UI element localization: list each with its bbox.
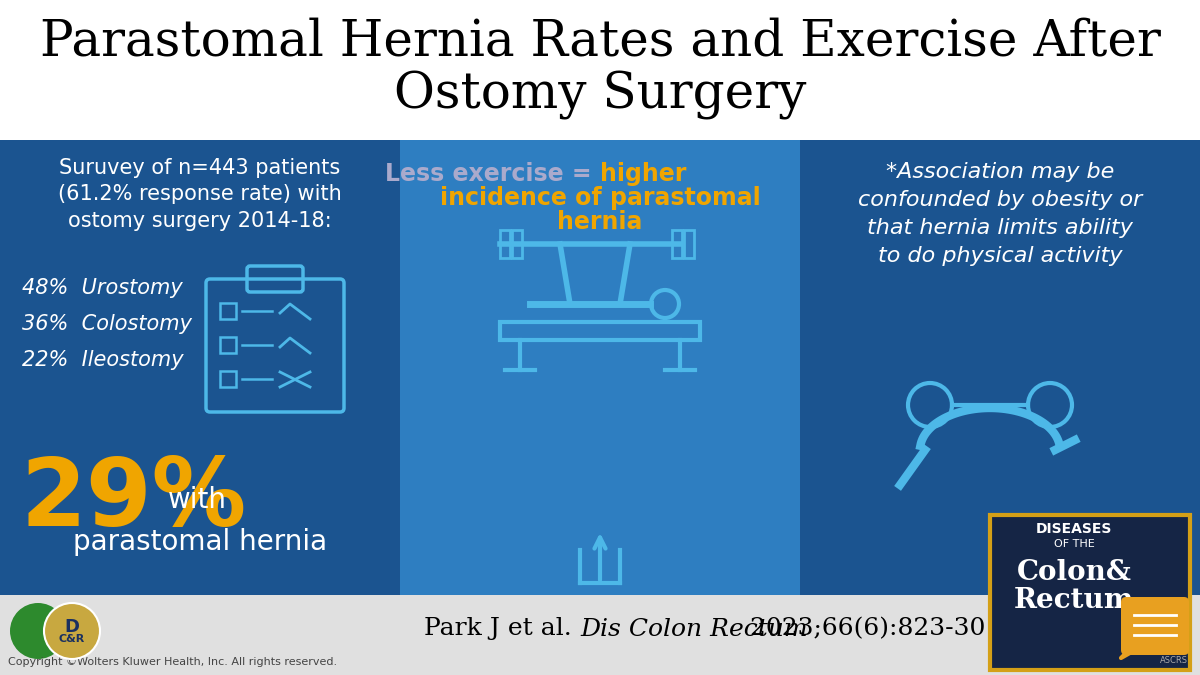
Text: OF THE: OF THE bbox=[1054, 539, 1094, 549]
Circle shape bbox=[44, 603, 100, 659]
Text: Colon&: Colon& bbox=[1016, 560, 1132, 587]
Bar bbox=[800, 140, 1200, 595]
Bar bbox=[672, 230, 682, 258]
Text: hernia: hernia bbox=[557, 210, 643, 234]
Text: Less exercise =: Less exercise = bbox=[385, 162, 600, 186]
Bar bbox=[512, 230, 522, 258]
Text: with: with bbox=[168, 486, 227, 514]
Text: DISEASES: DISEASES bbox=[1036, 522, 1112, 536]
Text: 36%  Colostomy: 36% Colostomy bbox=[22, 314, 192, 334]
Circle shape bbox=[10, 603, 66, 659]
Bar bbox=[0, 0, 1200, 140]
Bar bbox=[500, 230, 510, 258]
Text: Park J et al.: Park J et al. bbox=[425, 618, 580, 641]
Bar bbox=[500, 322, 700, 340]
Text: Copyright ©Wolters Kluwer Health, Inc. All rights reserved.: Copyright ©Wolters Kluwer Health, Inc. A… bbox=[8, 657, 337, 667]
Text: Suruvey of n=443 patients
(61.2% response rate) with
ostomy surgery 2014-18:: Suruvey of n=443 patients (61.2% respons… bbox=[58, 158, 342, 231]
Text: Ostomy Surgery: Ostomy Surgery bbox=[394, 70, 806, 119]
Bar bbox=[684, 230, 694, 258]
Text: 2023;66(6):823-30: 2023;66(6):823-30 bbox=[742, 618, 985, 641]
Text: incidence of parastomal: incidence of parastomal bbox=[439, 186, 761, 210]
Text: Parastomal Hernia Rates and Exercise After: Parastomal Hernia Rates and Exercise Aft… bbox=[40, 18, 1160, 67]
Text: 48%  Urostomy: 48% Urostomy bbox=[22, 278, 182, 298]
Text: C&R: C&R bbox=[59, 634, 85, 644]
Bar bbox=[0, 595, 1200, 675]
Bar bbox=[400, 140, 800, 595]
Text: 22%  Ileostomy: 22% Ileostomy bbox=[22, 350, 184, 370]
Bar bbox=[220, 371, 236, 387]
Text: ASCRS: ASCRS bbox=[1160, 656, 1188, 665]
Text: Dis Colon Rectum: Dis Colon Rectum bbox=[580, 618, 808, 641]
Bar bbox=[990, 515, 1190, 670]
Text: *Association may be
confounded by obesity or
that hernia limits ability
to do ph: *Association may be confounded by obesit… bbox=[858, 162, 1142, 266]
Bar bbox=[220, 303, 236, 319]
Bar bbox=[0, 140, 400, 595]
Text: Rectum: Rectum bbox=[1014, 587, 1134, 614]
FancyBboxPatch shape bbox=[1121, 597, 1189, 655]
Text: 29%: 29% bbox=[20, 454, 246, 546]
Text: D: D bbox=[65, 618, 79, 636]
Text: parastomal hernia: parastomal hernia bbox=[73, 528, 328, 556]
Bar bbox=[220, 337, 236, 353]
Text: higher: higher bbox=[600, 162, 686, 186]
